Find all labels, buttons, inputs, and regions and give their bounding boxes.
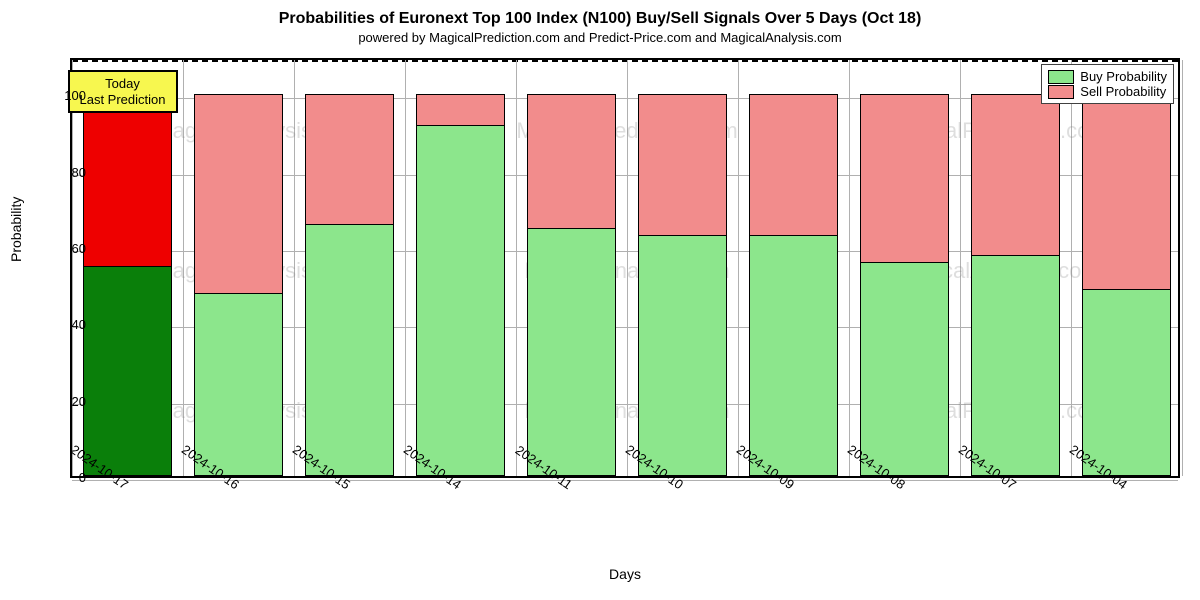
y-tick-label: 40	[56, 317, 86, 332]
legend-item: Sell Probability	[1048, 84, 1167, 99]
sell-probability-bar	[83, 94, 172, 266]
legend-swatch	[1048, 85, 1074, 99]
chart-subtitle: powered by MagicalPrediction.com and Pre…	[0, 30, 1200, 45]
y-tick-label: 100	[56, 88, 86, 103]
gridline-vertical	[1182, 60, 1183, 476]
buy-probability-bar	[1082, 289, 1171, 476]
y-tick-label: 0	[56, 470, 86, 485]
chart-plot-area: MagicalAnalysis.comMagicalPrediction.com…	[70, 58, 1180, 478]
annotation-line-1: Today	[80, 76, 166, 92]
bar-slot	[416, 60, 505, 476]
y-tick-label: 20	[56, 394, 86, 409]
buy-probability-bar	[83, 266, 172, 476]
bar-slot	[83, 60, 172, 476]
y-axis-label: Probability	[8, 197, 24, 262]
bar-slot	[971, 60, 1060, 476]
sell-probability-bar	[305, 94, 394, 224]
sell-probability-bar	[1082, 94, 1171, 289]
buy-probability-bar	[860, 262, 949, 476]
bars-layer	[72, 60, 1178, 476]
sell-probability-bar	[860, 94, 949, 262]
y-tick-label: 80	[56, 165, 86, 180]
bar-slot	[1082, 60, 1171, 476]
x-axis-label: Days	[70, 566, 1180, 582]
bar-slot	[749, 60, 838, 476]
sell-probability-bar	[638, 94, 727, 235]
legend-label: Sell Probability	[1080, 84, 1166, 99]
legend-item: Buy Probability	[1048, 69, 1167, 84]
buy-probability-bar	[971, 255, 1060, 476]
buy-probability-bar	[194, 293, 283, 476]
y-tick-label: 60	[56, 241, 86, 256]
sell-probability-bar	[971, 94, 1060, 254]
bar-slot	[305, 60, 394, 476]
bar-slot	[638, 60, 727, 476]
sell-probability-bar	[194, 94, 283, 293]
sell-probability-bar	[749, 94, 838, 235]
legend-swatch	[1048, 70, 1074, 84]
bar-slot	[194, 60, 283, 476]
legend-label: Buy Probability	[1080, 69, 1167, 84]
sell-probability-bar	[527, 94, 616, 228]
chart-title: Probabilities of Euronext Top 100 Index …	[0, 0, 1200, 28]
legend: Buy ProbabilitySell Probability	[1041, 64, 1174, 104]
bar-slot	[860, 60, 949, 476]
buy-probability-bar	[416, 125, 505, 476]
annotation-line-2: Last Prediction	[80, 92, 166, 108]
bar-slot	[527, 60, 616, 476]
sell-probability-bar	[416, 94, 505, 125]
